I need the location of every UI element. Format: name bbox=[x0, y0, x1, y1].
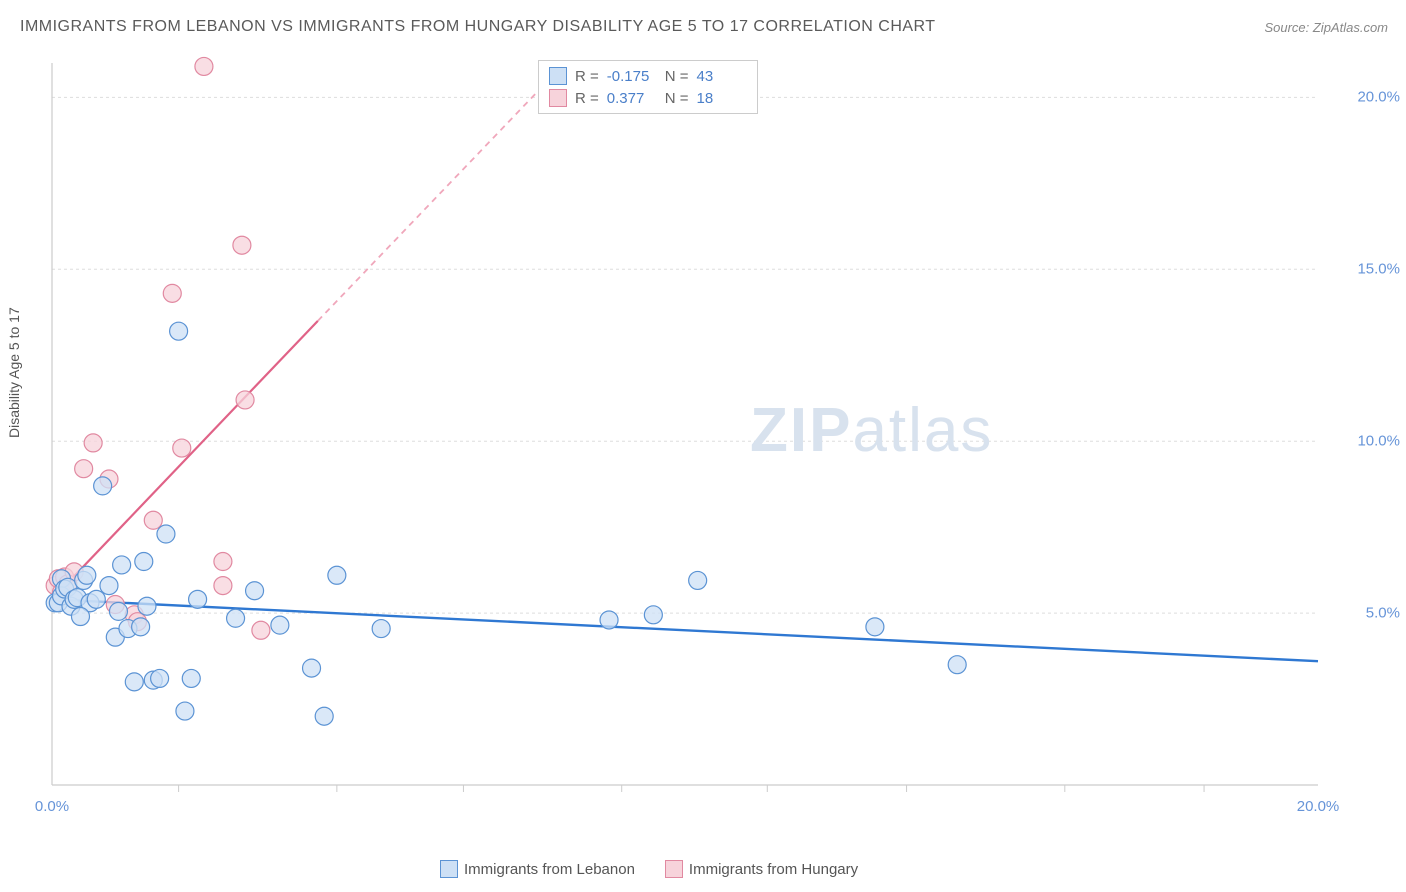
legend-n-val-2: 18 bbox=[697, 90, 747, 107]
legend-n-label: N = bbox=[665, 68, 689, 85]
legend-r-val-1: -0.175 bbox=[607, 68, 657, 85]
legend-top-row-2: R = 0.377 N = 18 bbox=[549, 87, 747, 109]
legend-label-lebanon: Immigrants from Lebanon bbox=[464, 861, 635, 878]
legend-label-hungary: Immigrants from Hungary bbox=[689, 861, 858, 878]
legend-bottom-item-lebanon: Immigrants from Lebanon bbox=[440, 860, 635, 878]
legend-top: R = -0.175 N = 43 R = 0.377 N = 18 bbox=[538, 60, 758, 114]
x-tick-label: 0.0% bbox=[35, 798, 69, 815]
legend-top-row-1: R = -0.175 N = 43 bbox=[549, 65, 747, 87]
legend-bottom: Immigrants from Lebanon Immigrants from … bbox=[440, 860, 858, 878]
scatter-chart-svg bbox=[48, 55, 1378, 815]
y-axis-label: Disability Age 5 to 17 bbox=[6, 307, 22, 438]
y-tick-label: 20.0% bbox=[1357, 89, 1400, 106]
legend-n-label2: N = bbox=[665, 90, 689, 107]
source-label: Source: ZipAtlas.com bbox=[1264, 20, 1388, 35]
legend-swatch-lebanon bbox=[549, 67, 567, 85]
y-tick-label: 10.0% bbox=[1357, 433, 1400, 450]
legend-r-label2: R = bbox=[575, 90, 599, 107]
legend-swatch-hungary-b bbox=[665, 860, 683, 878]
legend-swatch-hungary bbox=[549, 89, 567, 107]
y-tick-label: 5.0% bbox=[1366, 605, 1400, 622]
chart-area bbox=[48, 55, 1378, 815]
y-tick-label: 15.0% bbox=[1357, 261, 1400, 278]
legend-r-label: R = bbox=[575, 68, 599, 85]
legend-r-val-2: 0.377 bbox=[607, 90, 657, 107]
legend-swatch-lebanon-b bbox=[440, 860, 458, 878]
page-title: IMMIGRANTS FROM LEBANON VS IMMIGRANTS FR… bbox=[20, 18, 936, 36]
legend-bottom-item-hungary: Immigrants from Hungary bbox=[665, 860, 858, 878]
x-tick-label: 20.0% bbox=[1297, 798, 1340, 815]
legend-n-val-1: 43 bbox=[697, 68, 747, 85]
